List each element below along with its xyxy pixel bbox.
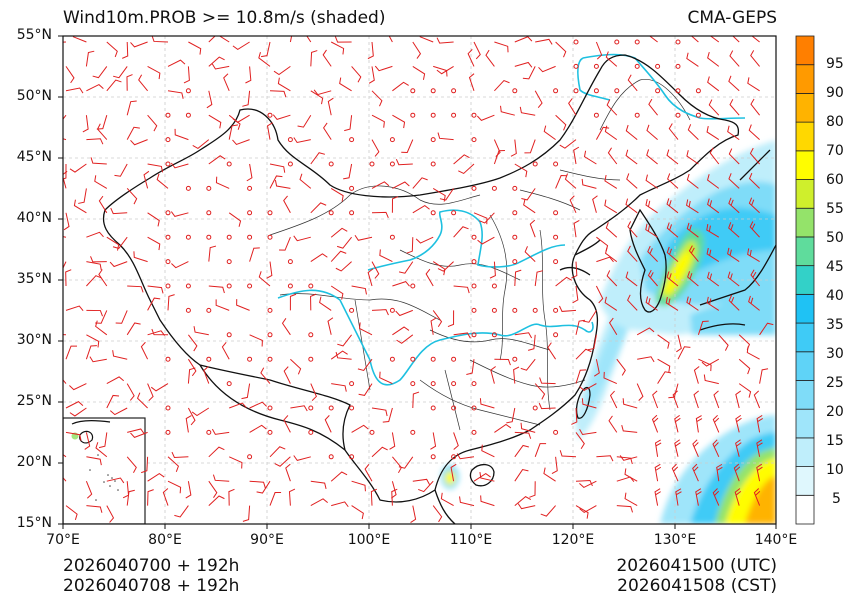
wind-barbs [63,36,774,523]
colorbar-label: 55 [826,201,844,217]
colorbar-bin [795,236,815,267]
colorbar-bin [795,265,815,295]
lat-label: 20°N [16,454,52,470]
model-source-label: CMA-GEPS [687,8,777,28]
colorbar-label: 90 [826,85,844,101]
valid-time-utc: 2026041500 (UTC) [616,556,777,576]
lat-label: 50°N [16,88,52,104]
colorbar-label: 10 [826,462,844,478]
init-time-cst: 2026040708 + 192h [63,576,240,596]
colorbar-label: 80 [826,114,844,130]
lat-label: 30°N [16,332,52,348]
colorbar-bin [795,494,815,525]
colorbar-bin [795,64,815,94]
lon-label: 80°E [148,532,182,548]
colorbar-label: 30 [826,346,844,362]
colorbar-bin [795,179,815,209]
coastlines-and-borders [102,54,776,524]
colorbar-bin [795,408,815,439]
colorbar-label: 50 [826,230,844,246]
lat-label: 35°N [16,271,52,287]
lat-label: 15°N [16,515,52,531]
colorbar-bin [795,35,815,66]
colorbar-label: 20 [826,404,844,420]
colorbar-bin [795,322,815,353]
colorbar-label: 15 [826,433,844,449]
valid-time-cst: 2026041508 (CST) [617,576,777,596]
lon-label: 70°E [46,532,80,548]
lon-label: 100°E [347,532,391,548]
lat-label: 55°N [16,27,52,43]
valid-time-block: 2026041500 (UTC) 2026041508 (CST) [616,556,777,596]
colorbar-bin [795,380,815,410]
colorbar-bin [795,121,815,152]
lon-label: 110°E [449,532,493,548]
lat-label: 40°N [16,210,52,226]
chart-title: Wind10m.PROB >= 10.8m/s (shaded) [63,8,386,28]
lon-label: 140°E [754,532,798,548]
colorbar-bin [795,150,815,180]
colorbar [795,35,815,525]
lon-label: 120°E [551,532,595,548]
colorbar-bin [795,437,815,467]
lat-label: 45°N [16,149,52,165]
lon-label: 130°E [653,532,697,548]
colorbar-bin [795,93,815,123]
south-china-sea-inset [63,417,146,524]
colorbar-label: 35 [826,317,844,333]
colorbar-label: 5 [832,491,841,507]
colorbar-label: 70 [826,143,844,159]
colorbar-label: 60 [826,172,844,188]
lon-label: 90°E [250,532,284,548]
colorbar-label: 45 [826,259,844,275]
colorbar-label: 95 [826,56,844,72]
graticule [63,36,776,524]
init-time-utc: 2026040700 + 192h [63,556,240,576]
colorbar-bin [795,207,815,238]
lat-label: 25°N [16,393,52,409]
colorbar-label: 40 [826,288,844,304]
colorbar-bin [795,351,815,381]
colorbar-bin [795,293,815,324]
colorbar-label: 25 [826,375,844,391]
probability-shading [71,140,776,524]
axis-ticks [58,35,777,529]
colorbar-bin [795,466,815,496]
init-time-block: 2026040700 + 192h 2026040708 + 192h [63,556,239,596]
